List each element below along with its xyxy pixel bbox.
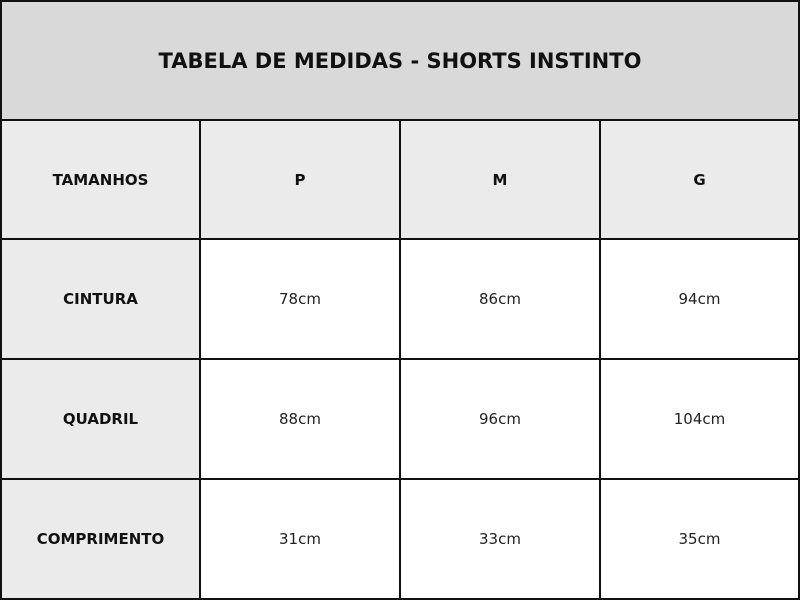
row-label: CINTURA [0,240,201,360]
table-cell: 96cm [401,360,601,480]
table-cell: 88cm [201,360,401,480]
table-cell: 33cm [401,480,601,600]
header-cell: P [201,119,401,240]
table-cell: 35cm [601,480,800,600]
table-cell: 86cm [401,240,601,360]
table-cell: 94cm [601,240,800,360]
row-label: COMPRIMENTO [0,480,201,600]
size-table: TAMANHOS P M G CINTURA 78cm 86cm 94cm QU… [0,119,800,600]
header-cell: TAMANHOS [0,119,201,240]
table-cell: 104cm [601,360,800,480]
header-cell: M [401,119,601,240]
table-cell: 31cm [201,480,401,600]
table-cell: 78cm [201,240,401,360]
header-cell: G [601,119,800,240]
row-label: QUADRIL [0,360,201,480]
table-title: TABELA DE MEDIDAS - SHORTS INSTINTO [0,0,800,121]
